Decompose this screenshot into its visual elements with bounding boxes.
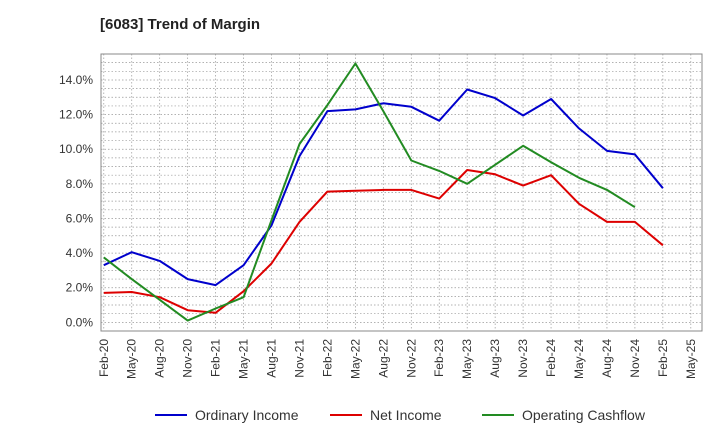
legend: Ordinary Income Net Income Operating Cashf…	[155, 407, 646, 423]
x-tick-label: May-20	[125, 339, 139, 379]
y-tick-label: 14.0%	[59, 73, 93, 87]
x-tick-label: Aug-20	[153, 339, 167, 378]
chart-title: [6083] Trend of Margin	[100, 16, 261, 33]
y-tick-label: 0.0%	[66, 315, 94, 329]
x-tick-label: Feb-23	[432, 339, 446, 377]
x-tick-label: May-21	[237, 339, 251, 379]
x-tick-label: Feb-22	[320, 339, 334, 377]
x-tick-label: Nov-20	[181, 339, 195, 378]
x-tick-label: May-23	[460, 339, 474, 379]
y-tick-label: 12.0%	[59, 108, 93, 122]
series-lines	[103, 62, 664, 322]
y-tick-label: 2.0%	[66, 281, 94, 295]
y-tick-label: 4.0%	[66, 246, 94, 260]
axes: 0.0% 2.0% 4.0% 6.0% 8.0% 10.0% 12.0% 14.0% Feb-2…	[59, 53, 703, 379]
legend-label: Net Income	[370, 407, 442, 423]
x-tick-label: Nov-24	[628, 339, 642, 378]
legend-label: Ordinary Income	[195, 407, 299, 423]
x-tick-label: Feb-21	[209, 339, 223, 377]
y-tick-label: 6.0%	[66, 211, 94, 225]
y-tick-label: 8.0%	[66, 177, 94, 191]
x-tick-label: Nov-22	[404, 339, 418, 378]
x-tick-label: Nov-21	[292, 339, 306, 378]
x-tick-label: Feb-20	[97, 339, 111, 377]
series-line-ordinary-income	[103, 88, 664, 287]
x-tick-label: May-22	[348, 339, 362, 379]
x-tick-label: Feb-24	[544, 339, 558, 377]
legend-label: Operating Cashflow	[522, 407, 646, 423]
x-tick-label: May-25	[684, 339, 698, 379]
x-tick-label: Nov-23	[516, 339, 530, 378]
plot-frame	[100, 53, 703, 332]
x-tick-label: Aug-24	[600, 339, 614, 378]
series-line-net-income	[103, 169, 664, 314]
x-tick-label: Aug-23	[488, 339, 502, 378]
x-tick-label: Aug-22	[376, 339, 390, 378]
x-tick-label: Feb-25	[656, 339, 670, 377]
series-line-operating-cashflow	[103, 62, 636, 322]
y-tick-label: 10.0%	[59, 142, 93, 156]
x-tick-label: Aug-21	[265, 339, 279, 378]
x-tick-label: May-24	[572, 339, 586, 379]
